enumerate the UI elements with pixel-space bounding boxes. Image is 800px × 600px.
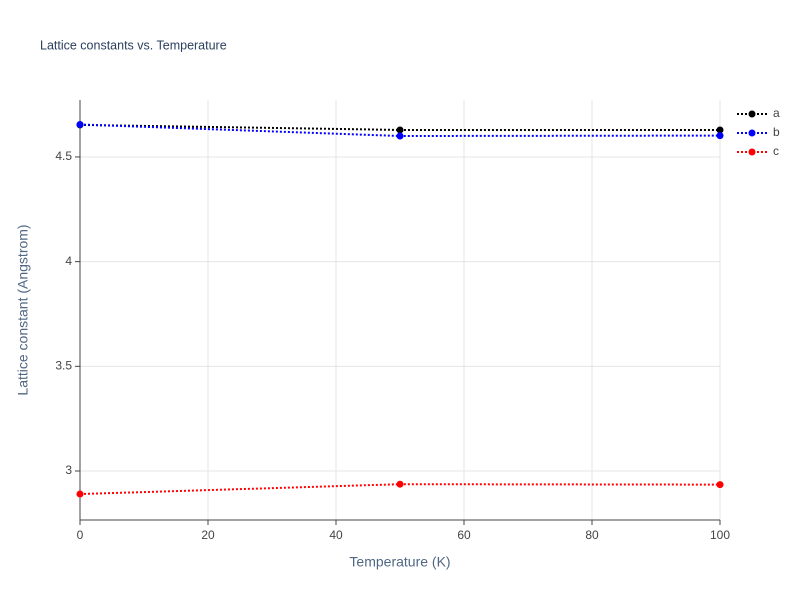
y-tick-label: 3.5 xyxy=(55,358,72,372)
x-tick-label: 0 xyxy=(77,528,84,542)
x-tick-label: 20 xyxy=(201,528,215,542)
x-tick-label: 80 xyxy=(585,528,599,542)
data-point xyxy=(716,481,724,489)
y-tick-label: 4.5 xyxy=(55,149,72,163)
legend-marker xyxy=(748,148,756,156)
chart-title: Lattice constants vs. Temperature xyxy=(40,38,227,52)
legend-label: c xyxy=(773,144,779,158)
x-tick-label: 40 xyxy=(329,528,343,542)
x-tick-label: 100 xyxy=(710,528,730,542)
y-axis-title: Lattice constant (Angstrom) xyxy=(15,224,31,395)
y-tick-label: 3 xyxy=(65,463,72,477)
data-point xyxy=(76,490,84,498)
data-point xyxy=(396,132,404,140)
data-point xyxy=(716,132,724,140)
data-point xyxy=(396,480,404,488)
legend-label: a xyxy=(773,106,780,120)
legend-label: b xyxy=(773,125,780,139)
data-point xyxy=(396,126,404,134)
data-point xyxy=(716,126,724,134)
y-tick-label: 4 xyxy=(65,254,72,268)
legend-marker xyxy=(748,129,756,137)
x-axis-title: Temperature (K) xyxy=(349,554,450,570)
legend-marker xyxy=(748,110,756,118)
data-point xyxy=(76,120,84,128)
x-tick-label: 60 xyxy=(457,528,471,542)
